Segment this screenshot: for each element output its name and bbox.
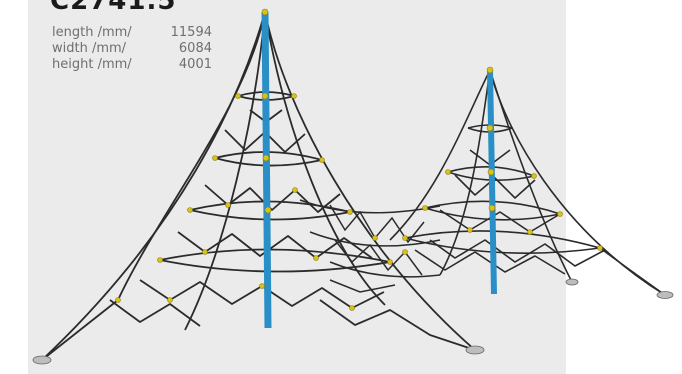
product-code: C2741.5	[50, 0, 177, 16]
rear-rope-pyramid	[389, 69, 666, 296]
spec-length-label: length /mm/	[52, 25, 132, 40]
spec-height: height /mm/ 4001	[52, 57, 212, 73]
ground-anchors	[32, 278, 674, 365]
spec-height-label: height /mm/	[52, 57, 132, 72]
front-blue-pole	[261, 11, 272, 329]
spec-width-value: 6084	[178, 41, 212, 56]
rear-blue-pole	[487, 69, 497, 295]
spec-length-value: 11594	[170, 25, 212, 40]
image-background	[28, 0, 566, 374]
spec-width: width /mm/ 6084	[52, 41, 212, 57]
spec-width-label: width /mm/	[52, 41, 127, 56]
front-rope-pyramid	[41, 11, 476, 361]
rope-connectors	[115, 8, 603, 311]
dimension-specs: length /mm/ 11594 width /mm/ 6084 height…	[52, 25, 212, 73]
spec-length: length /mm/ 11594	[52, 25, 212, 41]
connecting-net	[299, 199, 441, 293]
spec-height-value: 4001	[178, 57, 212, 72]
